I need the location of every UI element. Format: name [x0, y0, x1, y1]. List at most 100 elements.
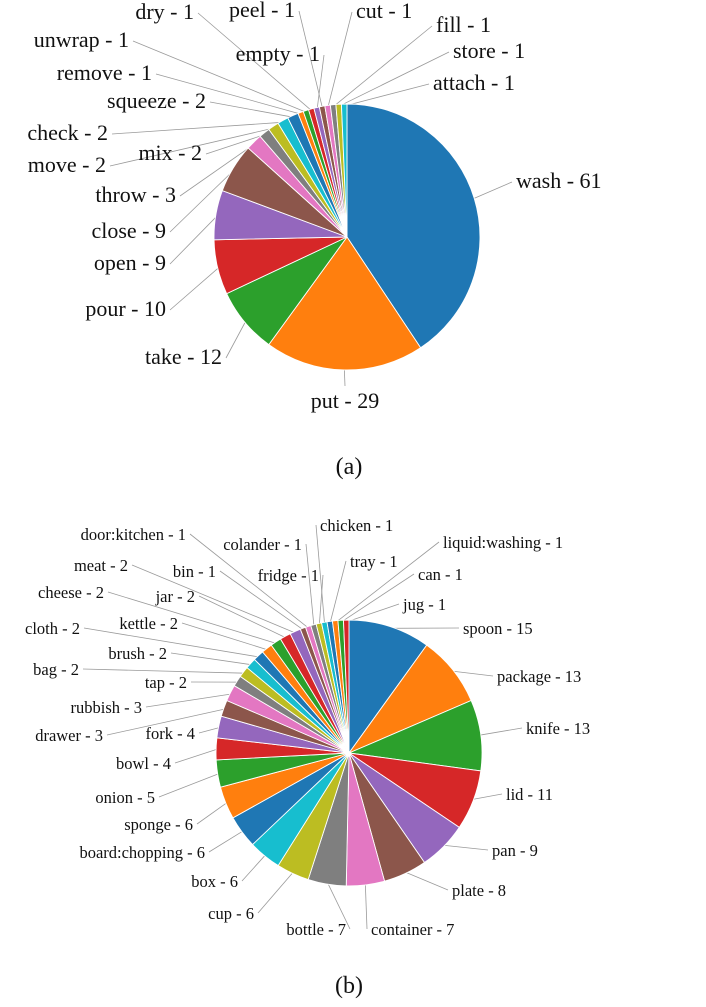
slice-label-kettle: kettle - 2: [119, 614, 178, 633]
leader-line-peel: [298, 10, 323, 109]
caption-a: (a): [336, 454, 363, 480]
slice-label-bowl: bowl - 4: [116, 754, 171, 773]
leader-line-open: [169, 214, 219, 265]
slice-label-open: open - 9: [94, 250, 166, 275]
slice-label-pour: pour - 10: [85, 296, 166, 321]
leader-line-put: [343, 367, 346, 387]
slice-verb-attach: [340, 103, 348, 238]
leader-line-unwrap: [132, 40, 307, 113]
slice-label-colander: colander - 1: [223, 535, 302, 554]
slice-verb-put: [268, 236, 422, 371]
slice-label-jug: jug - 1: [402, 595, 446, 614]
slice-label-dry: dry - 1: [135, 0, 194, 24]
leader-line-jug: [346, 603, 400, 623]
slice-label-take: take - 12: [145, 344, 222, 369]
leader-line-fridge: [318, 574, 324, 626]
leader-line-chicken: [315, 524, 325, 625]
leader-line-knife: [478, 727, 523, 736]
leader-line-bin: [219, 570, 304, 631]
slice-object-jug: [343, 619, 350, 754]
leader-lines: [109, 10, 513, 387]
leader-line-plate: [404, 871, 449, 891]
leader-line-jar: [198, 595, 287, 639]
slices: [213, 103, 481, 371]
leader-line-store: [338, 51, 450, 107]
leader-line-board-chopping: [208, 830, 244, 853]
leader-line-container: [364, 882, 368, 930]
slice-label-pan: pan - 9: [492, 841, 538, 860]
leader-line-fill: [333, 25, 433, 108]
leader-line-empty: [316, 54, 325, 110]
slice-label-lid: lid - 11: [506, 785, 553, 804]
leader-line-throw: [179, 143, 256, 197]
slice-label-tray: tray - 1: [350, 552, 398, 571]
slice-label-peel: peel - 1: [229, 0, 295, 22]
slice-labels: wash - 61 put - 29 take - 12 pour - 10 open …: [27, 0, 601, 413]
slice-label-container: container - 7: [371, 920, 454, 939]
slice-label-squeeze: squeeze - 2: [107, 88, 206, 113]
leader-line-attach: [344, 83, 430, 107]
leader-line-tray: [329, 560, 347, 624]
leader-line-box: [241, 854, 267, 882]
slice-label-cheese: cheese - 2: [38, 583, 104, 602]
leader-line-fork: [198, 726, 221, 734]
leader-line-close: [169, 168, 236, 233]
slice-label-unwrap: unwrap - 1: [34, 27, 129, 52]
pie-chart-nouns: spoon - 15 package - 13 knife - 13 lid - 11…: [25, 516, 590, 939]
slice-label-brush: brush - 2: [108, 644, 167, 663]
leader-line-dry: [197, 12, 313, 112]
leader-line-cheese: [107, 591, 278, 644]
slice-label-bottle: bottle - 7: [286, 920, 346, 939]
slice-label-close: close - 9: [91, 218, 166, 243]
slice-label-package: package - 13: [497, 667, 581, 686]
slice-label-bag: bag - 2: [33, 660, 79, 679]
slice-label-liquid-washing: liquid:washing - 1: [443, 533, 563, 552]
pie-chart-verbs: wash - 61 put - 29 take - 12 pour - 10 open …: [27, 0, 601, 413]
leader-line-colander: [305, 543, 315, 627]
leader-line-mix: [205, 133, 266, 155]
slice-label-fill: fill - 1: [436, 12, 491, 37]
leader-line-brush: [170, 652, 253, 666]
slice-label-fridge: fridge - 1: [258, 566, 319, 585]
leader-line-package: [451, 670, 494, 677]
slice-label-board-chopping: board:chopping - 6: [79, 843, 205, 862]
slice-label-sponge: sponge - 6: [124, 815, 193, 834]
slice-label-door-kitchen: door:kitchen - 1: [81, 525, 186, 544]
slice-label-jar: jar - 2: [155, 587, 195, 606]
leader-line-lid: [471, 793, 503, 800]
slice-label-plate: plate - 8: [452, 881, 506, 900]
leader-line-meat: [131, 564, 297, 634]
leader-line-cup: [257, 871, 294, 914]
leader-line-move: [109, 127, 275, 167]
slice-label-meat: meat - 2: [74, 556, 128, 575]
leader-line-kettle: [181, 622, 269, 651]
slice-label-mix: mix - 2: [138, 140, 202, 165]
slice-label-fork: fork - 4: [146, 724, 195, 743]
slice-label-box: box - 6: [191, 872, 238, 891]
slice-label-onion: onion - 5: [95, 788, 155, 807]
leader-line-wash: [472, 181, 513, 200]
caption-b: (b): [335, 973, 363, 999]
leader-lines: [82, 524, 523, 930]
leader-line-cut: [327, 11, 353, 108]
leader-line-sponge: [196, 801, 228, 825]
leader-line-bag: [82, 668, 246, 674]
slice-label-move: move - 2: [28, 152, 106, 177]
slice-label-tap: tap - 2: [145, 673, 187, 692]
slice-label-drawer: drawer - 3: [35, 726, 103, 745]
slice-label-can: can - 1: [418, 565, 463, 584]
slice-label-check: check - 2: [27, 120, 108, 145]
leader-line-drawer: [106, 708, 226, 736]
slice-label-spoon: spoon - 15: [463, 619, 533, 638]
leader-line-squeeze: [209, 101, 294, 118]
slice-label-knife: knife - 13: [526, 719, 590, 738]
slice-label-store: store - 1: [453, 38, 525, 63]
leader-line-door-kitchen: [189, 533, 310, 629]
slice-label-cut: cut - 1: [356, 0, 412, 23]
leader-line-can: [340, 573, 415, 623]
leader-line-liquid-washing: [335, 541, 440, 624]
slice-label-chicken: chicken - 1: [320, 516, 393, 535]
leader-line-check: [111, 121, 284, 135]
leader-line-pour: [169, 266, 220, 311]
